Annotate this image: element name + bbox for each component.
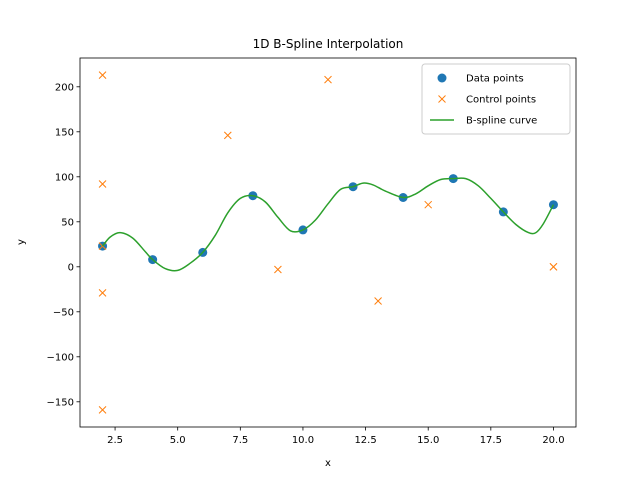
control-point xyxy=(424,200,433,209)
control-point xyxy=(98,180,107,188)
legend-marker xyxy=(437,73,447,83)
y-tick-label: 0 xyxy=(68,262,74,273)
y-axis-title: y xyxy=(16,239,27,245)
x-tick-label: 5.0 xyxy=(170,435,186,446)
control-point xyxy=(223,131,232,140)
control-point xyxy=(274,265,282,274)
control-point xyxy=(374,297,382,305)
axes-frame xyxy=(79,57,577,428)
legend-box xyxy=(421,63,571,135)
control-point xyxy=(98,71,107,79)
control-point xyxy=(98,289,107,297)
x-tick-label: 20.0 xyxy=(542,435,564,446)
y-tick-label: 50 xyxy=(61,217,74,228)
y-tick-label: −100 xyxy=(47,352,74,363)
chart-title: 1D B-Spline Interpolation xyxy=(253,37,404,51)
plot-area xyxy=(98,71,558,414)
axis-ticks: 2.5 5.0 7.5 10.0 12.5 15.0 17.5 20.0 −150 −100 −50… xyxy=(47,82,565,446)
x-axis-title: x xyxy=(325,458,331,469)
control-point xyxy=(324,75,332,84)
legend-label: B-spline curve xyxy=(466,116,537,127)
control-point xyxy=(98,406,107,414)
y-tick-label: 100 xyxy=(55,172,74,183)
y-tick-label: −150 xyxy=(47,397,74,408)
x-tick-label: 10.0 xyxy=(292,435,314,446)
y-tick-label: 150 xyxy=(55,127,74,138)
y-tick-label: −50 xyxy=(53,307,74,318)
legend-label: Control points xyxy=(466,95,536,106)
b-spline-curve xyxy=(101,177,555,272)
legend: Data points Control points B-spline curve xyxy=(421,63,571,135)
x-tick-label: 12.5 xyxy=(354,435,376,446)
x-tick-label: 17.5 xyxy=(480,435,502,446)
y-tick-label: 200 xyxy=(55,82,74,93)
control-point xyxy=(549,262,558,271)
x-tick-label: 15.0 xyxy=(417,435,439,446)
x-tick-label: 7.5 xyxy=(232,435,248,446)
legend-marker xyxy=(438,95,446,103)
x-tick-label: 2.5 xyxy=(107,435,123,446)
legend-label: Data points xyxy=(466,74,524,85)
